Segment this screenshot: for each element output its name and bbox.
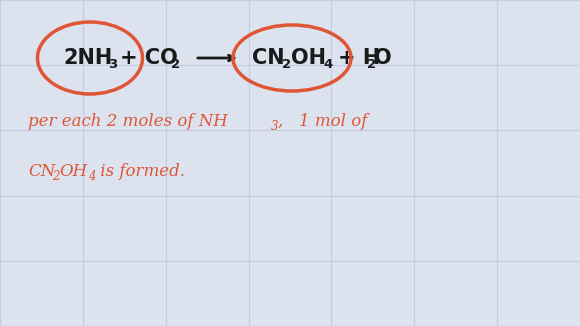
Text: CN: CN [252, 48, 285, 68]
Text: 4: 4 [323, 58, 332, 71]
Text: O: O [374, 48, 392, 68]
Text: ,   1 mol of: , 1 mol of [278, 112, 367, 129]
Text: 3: 3 [108, 58, 117, 71]
Text: per each 2 moles of NH: per each 2 moles of NH [28, 112, 228, 129]
Text: 3: 3 [271, 120, 278, 132]
Text: 2: 2 [52, 170, 60, 183]
Text: + CO: + CO [120, 48, 177, 68]
Text: + H: + H [338, 48, 380, 68]
Text: 2: 2 [171, 58, 180, 71]
Text: is formed.: is formed. [95, 162, 185, 180]
Text: 2: 2 [282, 58, 291, 71]
Text: OH: OH [59, 162, 87, 180]
Text: CN: CN [28, 162, 55, 180]
Text: OH: OH [291, 48, 326, 68]
Text: 4: 4 [88, 170, 96, 183]
Text: 2NH: 2NH [63, 48, 113, 68]
Text: 2: 2 [367, 58, 376, 71]
